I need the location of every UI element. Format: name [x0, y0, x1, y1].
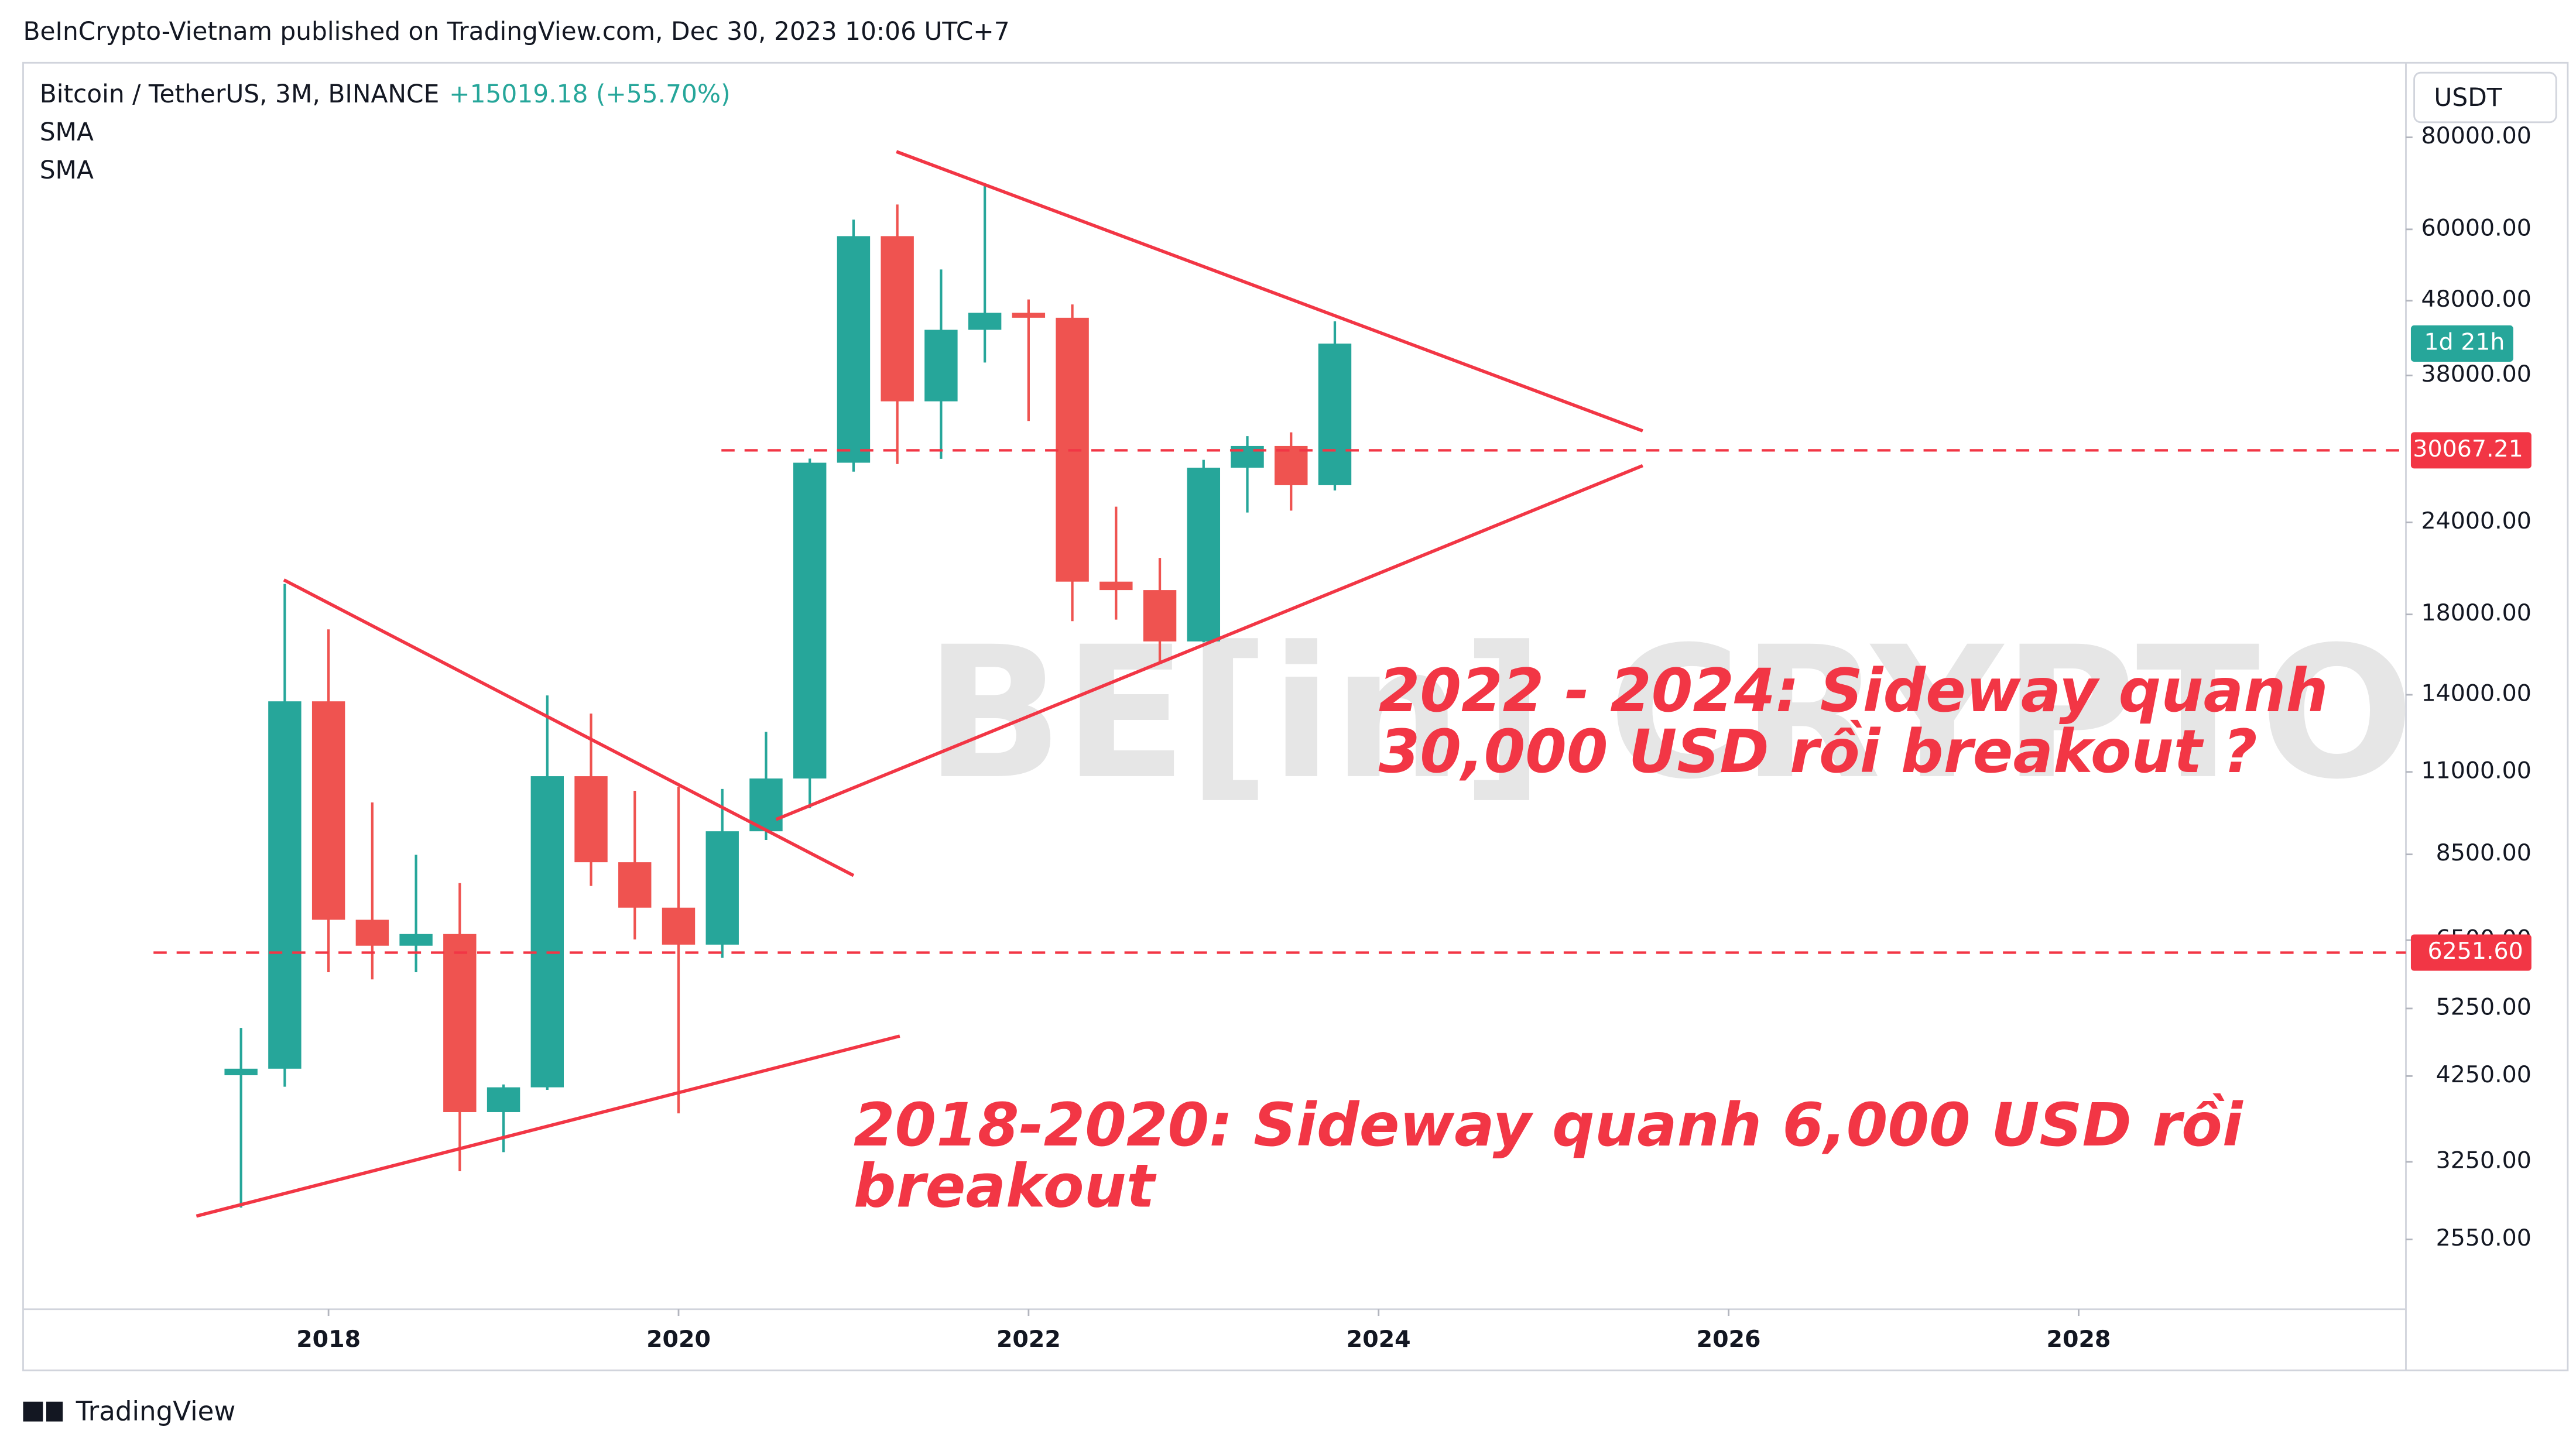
candle-body — [224, 1068, 258, 1075]
trend-line — [896, 150, 1643, 433]
annotation: 30,000 USD rồi breakout ? — [1379, 717, 2258, 786]
x-tick-label: 2020 — [646, 1326, 711, 1353]
y-tick-label: 38000.00 — [2421, 361, 2532, 387]
candle-body — [355, 920, 389, 946]
candle-body — [1187, 468, 1221, 642]
price-label: 6251.60 — [2428, 938, 2523, 965]
candle-body — [705, 831, 739, 945]
trend-line — [196, 1034, 900, 1218]
candle-body — [1275, 445, 1308, 485]
candle-body — [968, 313, 1002, 330]
price-label-bg — [2410, 934, 2532, 971]
trend-line — [775, 464, 1643, 821]
plot-area — [153, 150, 2406, 1218]
candle-body — [662, 907, 696, 945]
candle-body — [311, 701, 345, 920]
brand: TradingView — [76, 1395, 236, 1426]
published-line: BeInCrypto-Vietnam published on TradingV… — [23, 17, 1009, 46]
candle-body — [793, 462, 827, 779]
y-tick-label: 4250.00 — [2436, 1061, 2532, 1088]
y-tick-label: 3250.00 — [2436, 1147, 2532, 1174]
candle-body — [487, 1087, 520, 1112]
currency-button[interactable] — [2413, 71, 2557, 124]
y-tick-label: 11000.00 — [2421, 757, 2532, 784]
price-label: 30067.21 — [2413, 435, 2523, 462]
annotation: 2022 - 2024: Sideway quanh — [1379, 656, 2328, 725]
y-tick-label: 8500.00 — [2436, 839, 2532, 866]
candle-body — [1318, 343, 1352, 485]
y-tick-label: 48000.00 — [2421, 286, 2532, 313]
trend-line — [283, 578, 855, 877]
price-change: +15019.18 (+55.70%) — [449, 80, 730, 108]
candle-body — [1012, 313, 1046, 318]
candle-body — [530, 776, 564, 1088]
y-tick-label: 60000.00 — [2421, 214, 2532, 241]
y-tick-label: 2550.00 — [2436, 1225, 2532, 1251]
countdown-bg — [2410, 325, 2513, 362]
y-tick-label: 18000.00 — [2421, 599, 2532, 626]
candle-body — [924, 330, 958, 402]
candle-body — [749, 778, 783, 832]
x-tick-label: 2022 — [996, 1326, 1061, 1353]
y-tick-label: 24000.00 — [2421, 507, 2532, 534]
x-tick-label: 2028 — [2047, 1326, 2111, 1353]
frame — [22, 61, 2569, 1371]
candle-body — [574, 776, 608, 863]
x-tick-label: 2018 — [296, 1326, 361, 1353]
annotation: 2018-2020: Sideway quanh 6,000 USD rồi — [854, 1090, 2243, 1160]
candle-body — [399, 934, 433, 946]
tv-logo — [23, 1401, 63, 1422]
symbol-title: Bitcoin / TetherUS, 3M, BINANCE — [40, 80, 440, 108]
indicator: SMA — [40, 118, 94, 146]
indicator: SMA — [40, 156, 94, 184]
candle-body — [268, 701, 302, 1069]
x-tick-label: 2026 — [1697, 1326, 1761, 1353]
candle-body — [837, 236, 871, 463]
countdown: 1d 21h — [2424, 328, 2505, 355]
candle-body — [1143, 590, 1177, 642]
candle-body — [1099, 581, 1133, 591]
y-tick-label: 14000.00 — [2421, 680, 2532, 706]
y-tick-label: 80000.00 — [2421, 122, 2532, 149]
annotation: breakout — [854, 1151, 1157, 1220]
currency-label[interactable]: USDT — [2434, 83, 2502, 112]
candle-body — [443, 934, 477, 1112]
y-tick-label: 5250.00 — [2436, 993, 2532, 1020]
candle-body — [618, 862, 652, 908]
price-label-bg — [2410, 432, 2532, 469]
watermark: BE[in] CRYPTO — [924, 608, 2414, 819]
candle-body — [881, 236, 914, 402]
x-tick-label: 2024 — [1347, 1326, 1411, 1353]
